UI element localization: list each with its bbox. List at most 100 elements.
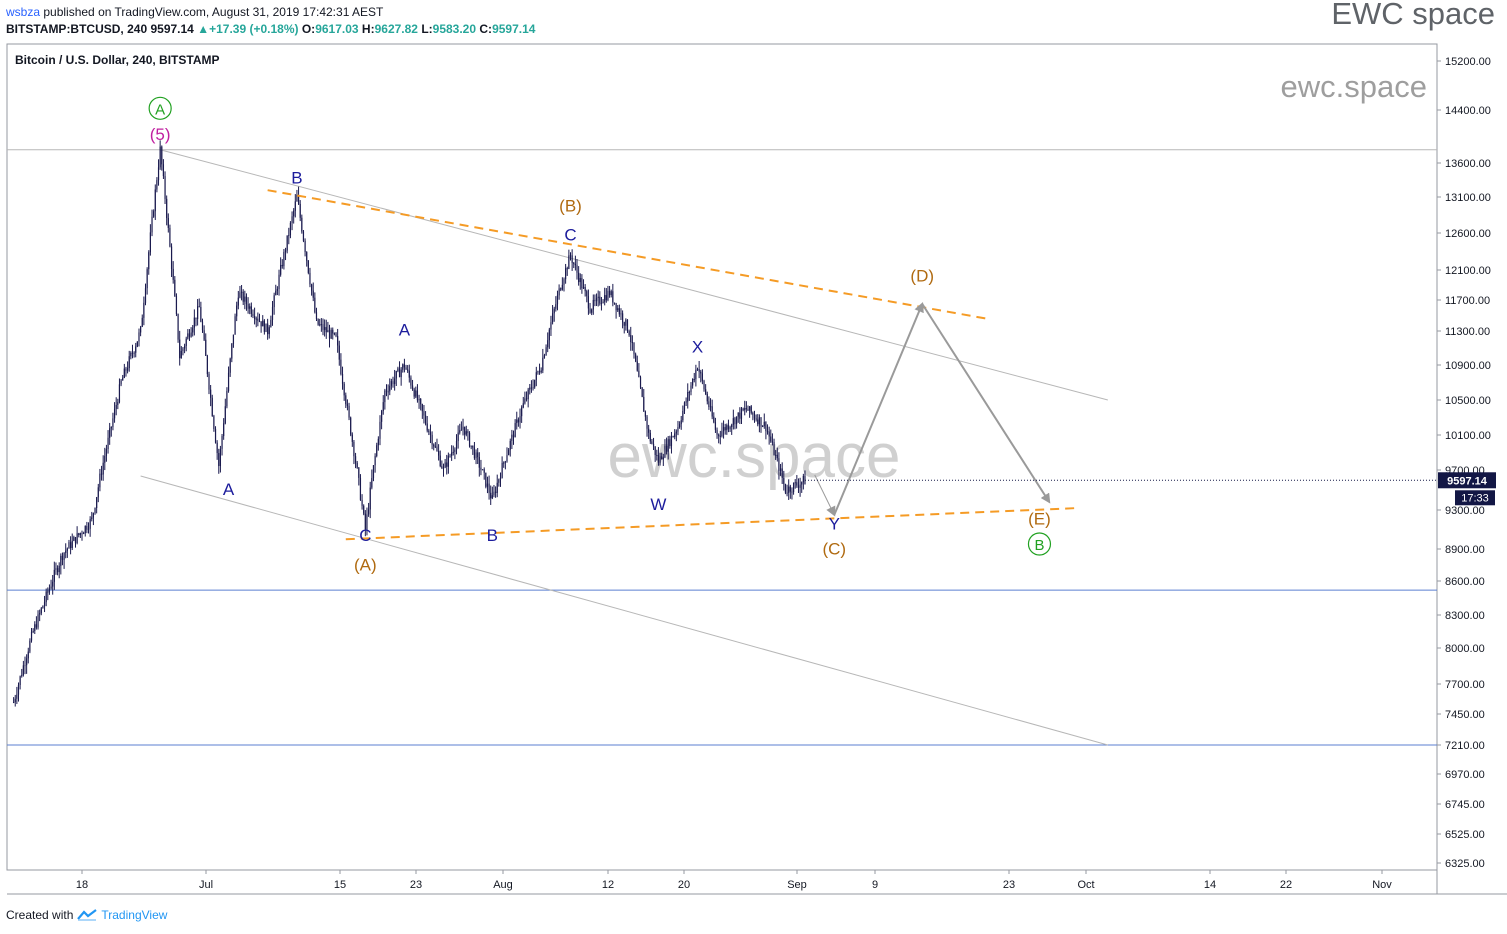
candle-body	[783, 477, 785, 484]
candle-body	[332, 329, 334, 334]
candle-body	[591, 309, 593, 313]
candle-body	[56, 568, 59, 573]
candle-body	[32, 630, 34, 632]
wave-label: W	[650, 495, 666, 514]
candle-body	[529, 387, 531, 390]
candle-body	[144, 288, 147, 303]
candle-body	[183, 345, 186, 349]
candle-body	[369, 487, 371, 510]
candle-body	[203, 330, 205, 340]
candle-body	[565, 268, 567, 280]
candle-body	[258, 320, 261, 322]
candle-body	[542, 357, 544, 371]
candle-body	[104, 455, 106, 463]
candle-body	[494, 491, 497, 493]
candle-body	[771, 441, 774, 443]
candle-body	[755, 418, 757, 420]
ohlc-header: BITSTAMP:BTCUSD, 240 9597.14 ▲+17.39 (+0…	[6, 22, 535, 36]
y-tick-label: 10100.00	[1445, 430, 1491, 442]
candle-body	[561, 284, 563, 290]
candle-body	[641, 387, 643, 397]
wave-label: X	[692, 337, 703, 356]
candle-body	[122, 377, 124, 381]
brand-title: EWC space	[1331, 0, 1495, 31]
candle-body	[457, 432, 459, 442]
candle-body	[141, 317, 143, 327]
candle-body	[594, 299, 596, 302]
candle-body	[154, 189, 156, 212]
candle-body	[547, 340, 549, 348]
candle-body	[86, 526, 88, 530]
low-label: L:	[421, 22, 433, 36]
y-tick-label: 13100.00	[1445, 192, 1491, 204]
wave-label: C	[564, 225, 576, 244]
candle-body	[462, 426, 464, 430]
candle-body	[483, 469, 485, 473]
candle-body	[504, 461, 506, 463]
candle-body	[157, 167, 160, 181]
candle-body	[260, 321, 262, 327]
candle-body	[410, 377, 412, 386]
candle-body	[617, 308, 619, 311]
candle-body	[745, 408, 747, 410]
tradingview-link[interactable]: TradingView	[101, 908, 168, 922]
candle-body	[415, 390, 417, 397]
candle-body	[182, 348, 184, 351]
candle-body	[721, 431, 723, 437]
x-tick-label: 14	[1204, 879, 1216, 891]
y-tick-label: 12600.00	[1445, 228, 1491, 240]
wave-label: (D)	[910, 266, 934, 285]
candle-body	[426, 423, 428, 431]
candle-body	[328, 330, 331, 339]
author-link[interactable]: wsbza	[6, 5, 41, 19]
candle-body	[175, 296, 178, 314]
candle-body	[416, 390, 419, 401]
candle-body	[452, 451, 454, 453]
candle-body	[418, 399, 420, 401]
chart-title: Bitcoin / U.S. Dollar, 240, BITSTAMP	[15, 53, 219, 67]
candle-body	[278, 274, 280, 289]
candle-body	[110, 426, 112, 429]
candle-body	[605, 295, 607, 301]
candle-body	[254, 316, 256, 320]
candle-body	[638, 370, 640, 378]
candle-body	[293, 210, 295, 217]
candle-body	[188, 333, 191, 337]
candle-body	[508, 449, 510, 456]
candle-body	[581, 278, 583, 289]
candle-body	[330, 329, 332, 339]
candle-body	[198, 306, 200, 308]
candle-body	[431, 434, 433, 445]
candle-body	[481, 469, 484, 471]
candle-body	[361, 499, 363, 506]
candle-body	[162, 164, 165, 177]
candle-body	[770, 436, 772, 442]
y-tick-label: 8900.00	[1445, 544, 1485, 556]
candle-body	[286, 235, 288, 251]
x-tick-label: 22	[1280, 879, 1292, 891]
candle-body	[343, 383, 345, 396]
candle-body	[138, 332, 140, 342]
candle-body	[763, 421, 765, 426]
candle-body	[294, 201, 296, 211]
candle-body	[618, 308, 620, 315]
candle-body	[579, 278, 581, 283]
open-value: 9617.03	[315, 22, 359, 36]
candle-body	[289, 222, 292, 236]
candle-body	[434, 446, 436, 448]
wave-label: (B)	[559, 196, 582, 215]
candle-body	[424, 415, 427, 424]
candle-body	[389, 385, 391, 392]
candle-body	[758, 417, 760, 425]
candle-body	[690, 385, 692, 393]
candle-body	[768, 431, 770, 437]
candle-body	[447, 455, 449, 467]
candle-body	[656, 454, 658, 456]
candle-body	[742, 408, 744, 411]
candle-body	[472, 445, 474, 448]
candle-body	[156, 180, 158, 190]
candle-body	[76, 533, 78, 544]
candle-body	[589, 308, 591, 313]
candle-body	[180, 350, 182, 359]
